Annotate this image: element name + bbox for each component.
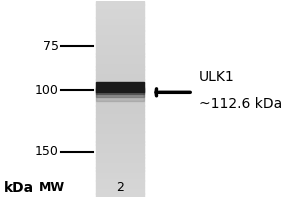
Bar: [96, 24, 144, 27]
Bar: [96, 87, 144, 97]
Bar: [96, 144, 144, 148]
Bar: [96, 1, 144, 5]
Bar: [96, 118, 144, 122]
Text: ~112.6 kDa: ~112.6 kDa: [199, 97, 282, 111]
Bar: [96, 87, 144, 101]
Bar: [96, 86, 144, 89]
Bar: [96, 190, 144, 194]
Bar: [96, 21, 144, 24]
Bar: [96, 177, 144, 181]
Bar: [96, 167, 144, 171]
Bar: [96, 180, 144, 184]
Bar: [96, 187, 144, 190]
Bar: [96, 8, 144, 11]
Bar: [96, 157, 144, 161]
Bar: [96, 193, 144, 197]
Bar: [96, 161, 144, 164]
Bar: [96, 164, 144, 168]
Bar: [96, 27, 144, 31]
Bar: [96, 115, 144, 119]
Bar: [96, 66, 144, 70]
Bar: [96, 154, 144, 158]
Bar: [96, 125, 144, 128]
Bar: [96, 141, 144, 145]
Text: 75: 75: [43, 40, 58, 53]
Bar: [96, 73, 144, 76]
Bar: [96, 135, 144, 138]
Bar: [96, 63, 144, 67]
Bar: [96, 131, 144, 135]
Text: 2: 2: [116, 181, 124, 194]
Bar: [96, 148, 144, 151]
Bar: [96, 34, 144, 37]
Bar: [96, 14, 144, 18]
Bar: [96, 53, 144, 57]
Bar: [96, 102, 144, 106]
Text: ULK1: ULK1: [199, 70, 235, 84]
Text: kDa: kDa: [4, 181, 34, 195]
Bar: [96, 40, 144, 44]
Bar: [96, 151, 144, 155]
Bar: [96, 60, 144, 63]
Bar: [96, 96, 144, 99]
Bar: [96, 112, 144, 115]
Bar: [96, 174, 144, 177]
Bar: [96, 128, 144, 132]
Bar: [96, 82, 144, 86]
Bar: [96, 92, 144, 96]
Bar: [96, 138, 144, 142]
Text: 150: 150: [35, 145, 58, 158]
Bar: [96, 17, 144, 21]
Bar: [96, 88, 144, 94]
Text: 100: 100: [35, 84, 58, 97]
Bar: [96, 79, 144, 83]
Bar: [96, 170, 144, 174]
Bar: [96, 50, 144, 54]
Bar: [96, 4, 144, 8]
Bar: [96, 184, 144, 187]
Bar: [96, 30, 144, 34]
Bar: [96, 82, 144, 92]
Text: MW: MW: [38, 181, 64, 194]
Bar: [96, 43, 144, 47]
Bar: [96, 56, 144, 60]
Bar: [96, 11, 144, 14]
Bar: [96, 37, 144, 40]
Bar: [96, 47, 144, 50]
Bar: [96, 109, 144, 112]
Bar: [96, 69, 144, 73]
Bar: [96, 105, 144, 109]
Bar: [96, 89, 144, 93]
Bar: [96, 122, 144, 125]
Bar: [96, 99, 144, 102]
Bar: [96, 76, 144, 80]
